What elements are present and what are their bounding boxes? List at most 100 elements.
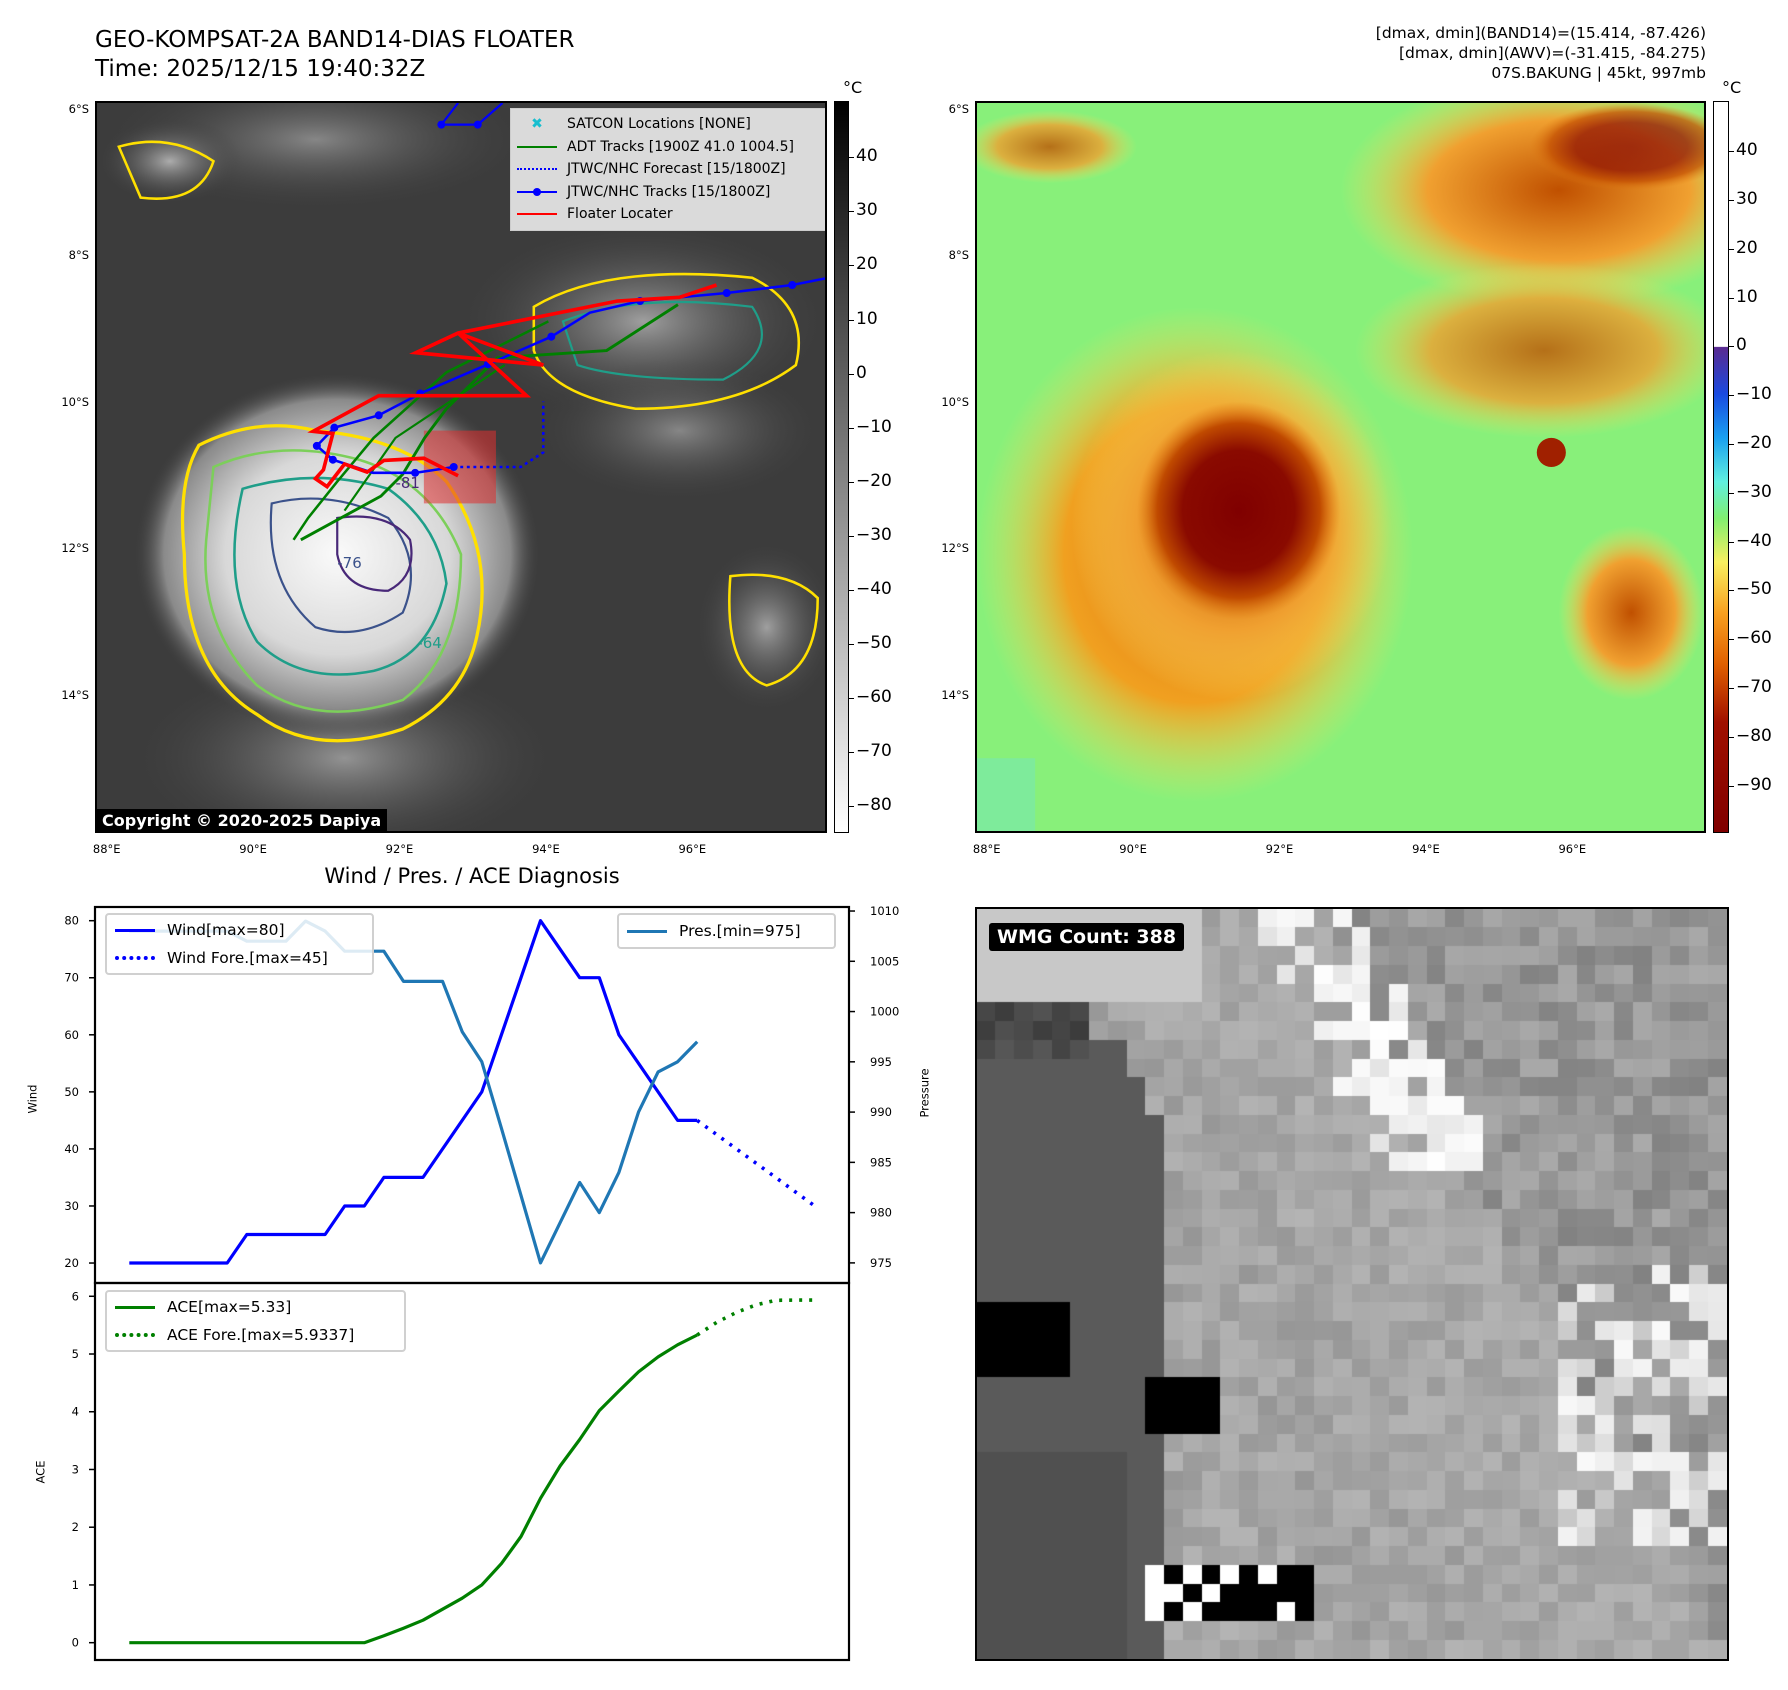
y-tick-label: 50 xyxy=(64,1085,79,1099)
legend-jtwc-forecast: JTWC/NHC Forecast [15/1800Z] xyxy=(517,158,821,181)
legend-label: SATCON Locations [NONE] xyxy=(567,116,751,133)
colorbar-tick xyxy=(849,698,854,700)
legend-wind-forecast: Wind Fore.[max=45] xyxy=(107,947,372,969)
solid-line-icon xyxy=(115,1305,155,1309)
series-line-wind-fore- xyxy=(696,1118,816,1208)
colorbar-tick-label: −80 xyxy=(1736,725,1772,746)
lon-label: 96°E xyxy=(678,842,707,856)
series-line-wind xyxy=(129,919,698,1265)
colorbar-tick-label: −20 xyxy=(856,470,892,491)
lon-label: 88°E xyxy=(972,842,1001,856)
legend-label: JTWC/NHC Tracks [15/1800Z] xyxy=(567,183,771,200)
solid-line-icon xyxy=(627,929,667,933)
y-tick-label: 4 xyxy=(72,1405,79,1419)
y-tick-label: 2 xyxy=(72,1520,79,1534)
colorbar-tick-label: 30 xyxy=(1736,189,1758,210)
y2-tick-label: 980 xyxy=(870,1206,892,1220)
dotted-line-icon xyxy=(517,168,557,171)
legend-label: JTWC/NHC Forecast [15/1800Z] xyxy=(567,161,786,178)
legend-adt: ADT Tracks [1900Z 41.0 1004.5] xyxy=(517,136,821,159)
colorbar-tick-label: −10 xyxy=(856,416,892,437)
y2-tick-label: 1005 xyxy=(870,954,899,968)
wind-legend: Wind[max=80] Wind Fore.[max=45] xyxy=(105,913,374,975)
colorbar-tick-label: −50 xyxy=(856,633,892,654)
colorbar-tick-label: 20 xyxy=(856,254,878,275)
colorbar-tick-label: 40 xyxy=(856,146,878,167)
y2-tick-label: 985 xyxy=(870,1155,892,1169)
y-tick-label: 20 xyxy=(64,1256,79,1270)
legend-satcon: ✖ SATCON Locations [NONE] xyxy=(517,113,821,136)
lat-label: 8°S xyxy=(68,248,89,263)
x-marker-icon: ✖ xyxy=(531,116,543,133)
band14-range: [dmax, dmin](BAND14)=(15.414, -87.426) xyxy=(1375,24,1706,42)
colorbar-tick xyxy=(849,319,854,321)
lat-label: 14°S xyxy=(61,687,89,702)
colorbar-unit: °C xyxy=(1722,78,1742,97)
ace-axis-label: ACE xyxy=(33,1460,48,1484)
colorbar-tick xyxy=(1729,151,1734,153)
lon-label: 94°E xyxy=(532,842,560,856)
awv-range: [dmax, dmin](AWV)=(-31.415, -84.275) xyxy=(1399,44,1706,62)
colorbar-tick-label: 30 xyxy=(856,200,878,221)
map-legend: ✖ SATCON Locations [NONE] ADT Tracks [190… xyxy=(510,108,825,231)
solid-line-icon xyxy=(517,213,557,216)
legend-pressure: Pres.[min=975] xyxy=(619,920,834,942)
colorbar-tick xyxy=(1729,688,1734,690)
lat-label: 12°S xyxy=(61,541,89,556)
y-tick-label: 70 xyxy=(64,971,79,985)
dotted-line-icon xyxy=(115,1333,155,1337)
colorbar-tick xyxy=(1729,444,1734,446)
y2-tick-label: 1000 xyxy=(870,1005,899,1019)
colorbar-tick xyxy=(849,752,854,754)
colorbar-tick-label: −20 xyxy=(1736,433,1772,454)
colorbar-tick-label: −30 xyxy=(856,524,892,545)
colorbar-tick xyxy=(849,265,854,267)
legend-label: ACE[max=5.33] xyxy=(167,1298,292,1316)
colorbar-tick-label: 10 xyxy=(1736,286,1758,307)
lon-label: 94°E xyxy=(1412,842,1440,856)
colorbar-tick xyxy=(1729,200,1734,202)
colorbar-tick xyxy=(1729,297,1734,299)
ir-grayscale-map: -76 -64 -81 ✖ SATCON Locations [NONE] ADT… xyxy=(95,101,827,833)
y-tick-label: 3 xyxy=(72,1462,79,1476)
wind-axis-label: Wind xyxy=(25,1084,40,1114)
colorbar-tick xyxy=(1729,492,1734,494)
colorbar-tick xyxy=(1729,590,1734,592)
colorbar-tick-label: −60 xyxy=(1736,628,1772,649)
legend-ace-forecast: ACE Fore.[max=5.9337] xyxy=(107,1324,404,1346)
legend-label: ACE Fore.[max=5.9337] xyxy=(167,1326,355,1344)
y2-tick-label: 990 xyxy=(870,1105,892,1119)
y2-tick-label: 1010 xyxy=(870,904,899,918)
lat-label: 10°S xyxy=(61,394,89,409)
marker-line-icon xyxy=(517,187,557,196)
legend-label: Wind[max=80] xyxy=(167,921,285,939)
legend-ace: ACE[max=5.33] xyxy=(107,1296,404,1318)
colorbar-tick xyxy=(849,806,854,808)
ir-map-image xyxy=(97,103,825,831)
legend-label: Wind Fore.[max=45] xyxy=(167,949,328,967)
y-tick-label: 6 xyxy=(72,1289,79,1303)
figure-time: Time: 2025/12/15 19:40:32Z xyxy=(95,56,426,82)
awv-color-map xyxy=(975,101,1706,833)
colorbar-tick xyxy=(849,644,854,646)
solid-line-icon xyxy=(517,145,557,148)
y-tick-label: 5 xyxy=(72,1347,79,1361)
colorbar-tick-label: 0 xyxy=(1736,335,1747,356)
lon-label: 96°E xyxy=(1558,842,1587,856)
colorbar-tick xyxy=(1729,248,1734,250)
colorbar-tick xyxy=(849,535,854,537)
lon-label: 90°E xyxy=(239,842,267,856)
pressure-axis-label: Pressure xyxy=(917,1068,932,1118)
colorbar-tick-label: −80 xyxy=(856,795,892,816)
legend-floater: Floater Locater xyxy=(517,203,821,226)
colorbar-left xyxy=(834,101,849,833)
dotted-line-icon xyxy=(115,956,155,960)
awv-map-image xyxy=(977,103,1704,831)
y2-tick-label: 975 xyxy=(870,1256,892,1270)
figure-title: GEO-KOMPSAT-2A BAND14-DIAS FLOATER xyxy=(95,27,575,53)
contour-label: -64 xyxy=(417,634,442,653)
ace-legend: ACE[max=5.33] ACE Fore.[max=5.9337] xyxy=(105,1290,406,1352)
legend-jtwc-tracks: JTWC/NHC Tracks [15/1800Z] xyxy=(517,181,821,204)
y-tick-label: 30 xyxy=(64,1199,79,1213)
colorbar-tick xyxy=(849,427,854,429)
